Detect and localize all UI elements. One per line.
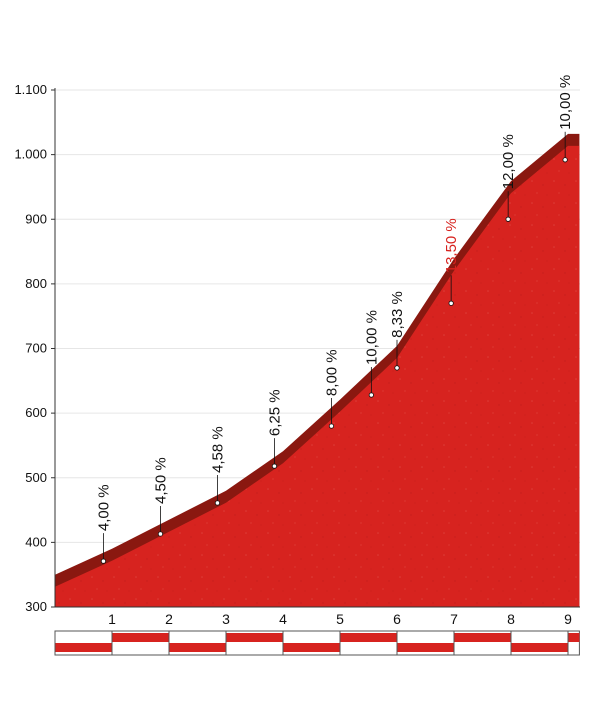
y-tick-label: 700 xyxy=(25,341,47,356)
scale-bar-segment xyxy=(511,643,568,652)
y-tick-label: 600 xyxy=(25,405,47,420)
gradient-label: 10,00 % xyxy=(557,75,574,130)
x-tick-label: 4 xyxy=(279,611,287,627)
scale-bar-segment xyxy=(454,633,511,642)
x-tick-label: 5 xyxy=(336,611,344,627)
gradient-marker xyxy=(214,500,221,506)
gradient-label: 4,58 % xyxy=(209,426,226,473)
scale-bar-segment xyxy=(340,633,397,642)
y-tick-label: 1.100 xyxy=(14,82,47,97)
y-tick-label: 900 xyxy=(25,211,47,226)
scale-bar-segment xyxy=(397,643,454,652)
x-tick-label: 1 xyxy=(108,611,116,627)
profile-area xyxy=(55,133,580,607)
scale-bar-segment xyxy=(568,633,580,642)
gradient-label: 6,25 % xyxy=(266,389,283,436)
gradient-label: 10,00 % xyxy=(363,310,380,365)
gradient-marker xyxy=(328,423,335,429)
scale-bar-segment xyxy=(169,643,226,652)
y-tick-label: 800 xyxy=(25,276,47,291)
gradient-marker xyxy=(505,216,511,222)
scale-bar-segment xyxy=(283,643,340,652)
x-tick-label: 7 xyxy=(450,611,458,627)
y-tick-label: 400 xyxy=(25,534,47,549)
gradient-label: 12,00 % xyxy=(500,134,517,189)
x-tick-label: 2 xyxy=(165,611,173,627)
gradient-label: 8,33 % xyxy=(389,291,406,338)
y-tick-label: 500 xyxy=(25,470,47,485)
x-tick-label: 9 xyxy=(564,611,572,627)
gradient-label: 13,50 % xyxy=(443,218,460,273)
y-axis-ticks: 300 400 500 600 700 800 900 1.000 1.100 xyxy=(14,82,55,614)
gradient-label: 4,50 % xyxy=(152,457,169,504)
scale-bar-segment xyxy=(226,633,283,642)
gradient-marker xyxy=(100,558,107,564)
axes xyxy=(54,88,580,608)
scale-bar-segment xyxy=(55,643,112,652)
gradient-label: 4,00 % xyxy=(95,484,112,531)
gradient-marker xyxy=(562,157,568,163)
gradient-label: 8,00 % xyxy=(323,349,340,396)
x-tick-label: 8 xyxy=(507,611,515,627)
x-tick-label: 6 xyxy=(393,611,401,627)
gradient-marker xyxy=(368,392,374,398)
y-tick-label: 300 xyxy=(25,599,47,614)
x-tick-label: 3 xyxy=(222,611,230,627)
profile-fill xyxy=(55,145,580,607)
gradient-marker xyxy=(394,365,400,371)
scale-bar-segment xyxy=(112,633,169,642)
gradient-annotations: 4,00 % 4,50 % 4,58 % 6,25 % 8,00 % 10,00 % 8,3… xyxy=(95,75,574,564)
gradient-marker xyxy=(271,463,278,469)
gradient-marker xyxy=(157,531,164,537)
x-axis-ticks: 1 2 3 4 5 6 7 8 9 xyxy=(108,611,572,627)
gradient-marker xyxy=(448,300,454,306)
distance-scale-bar xyxy=(54,630,580,656)
y-tick-label: 1.000 xyxy=(14,147,47,162)
